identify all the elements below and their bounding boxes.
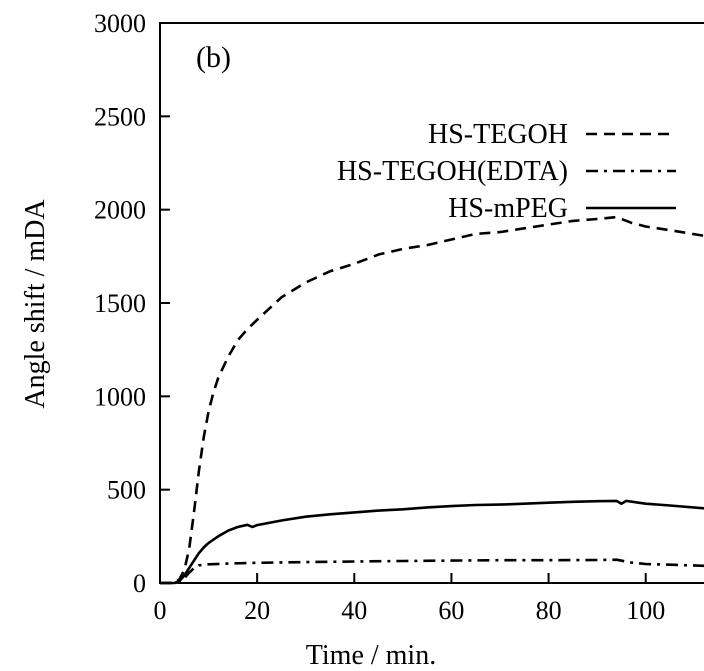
series-group <box>160 215 704 585</box>
y-tick-label: 1000 <box>94 382 146 411</box>
series-line-1 <box>160 215 704 585</box>
y-tick-label: 3000 <box>94 9 146 38</box>
panel-label: (b) <box>196 41 231 74</box>
y-tick-label: 0 <box>133 569 146 598</box>
axes: 0 500 1000 1500 2000 2500 3000 0 20 40 60 80 100 <box>94 9 704 625</box>
x-tick-label: 20 <box>244 596 270 625</box>
y-tick-label: 500 <box>107 476 146 505</box>
y-tick-label: 2500 <box>94 102 146 131</box>
legend-label: HS-TEGOH(EDTA) <box>337 156 568 187</box>
x-tick-label: 40 <box>341 596 367 625</box>
x-tick-label: 60 <box>438 596 464 625</box>
legend: HS-TEGOH HS-TEGOH(EDTA) HS-mPEG <box>337 119 676 224</box>
x-axis-label: Time / min. <box>306 640 436 671</box>
x-tick-label: 100 <box>626 596 665 625</box>
series-line-3 <box>160 499 704 585</box>
legend-label: HS-mPEG <box>448 193 568 224</box>
legend-label: HS-TEGOH <box>428 119 568 150</box>
x-tick-label: 0 <box>154 596 167 625</box>
plot-frame <box>159 22 704 584</box>
y-tick-label: 1500 <box>94 289 146 318</box>
series-line-2 <box>160 558 704 585</box>
y-axis-label: Angle shift / mDA <box>20 199 51 409</box>
y-tick-label: 2000 <box>94 196 146 225</box>
x-tick-label: 80 <box>536 596 562 625</box>
